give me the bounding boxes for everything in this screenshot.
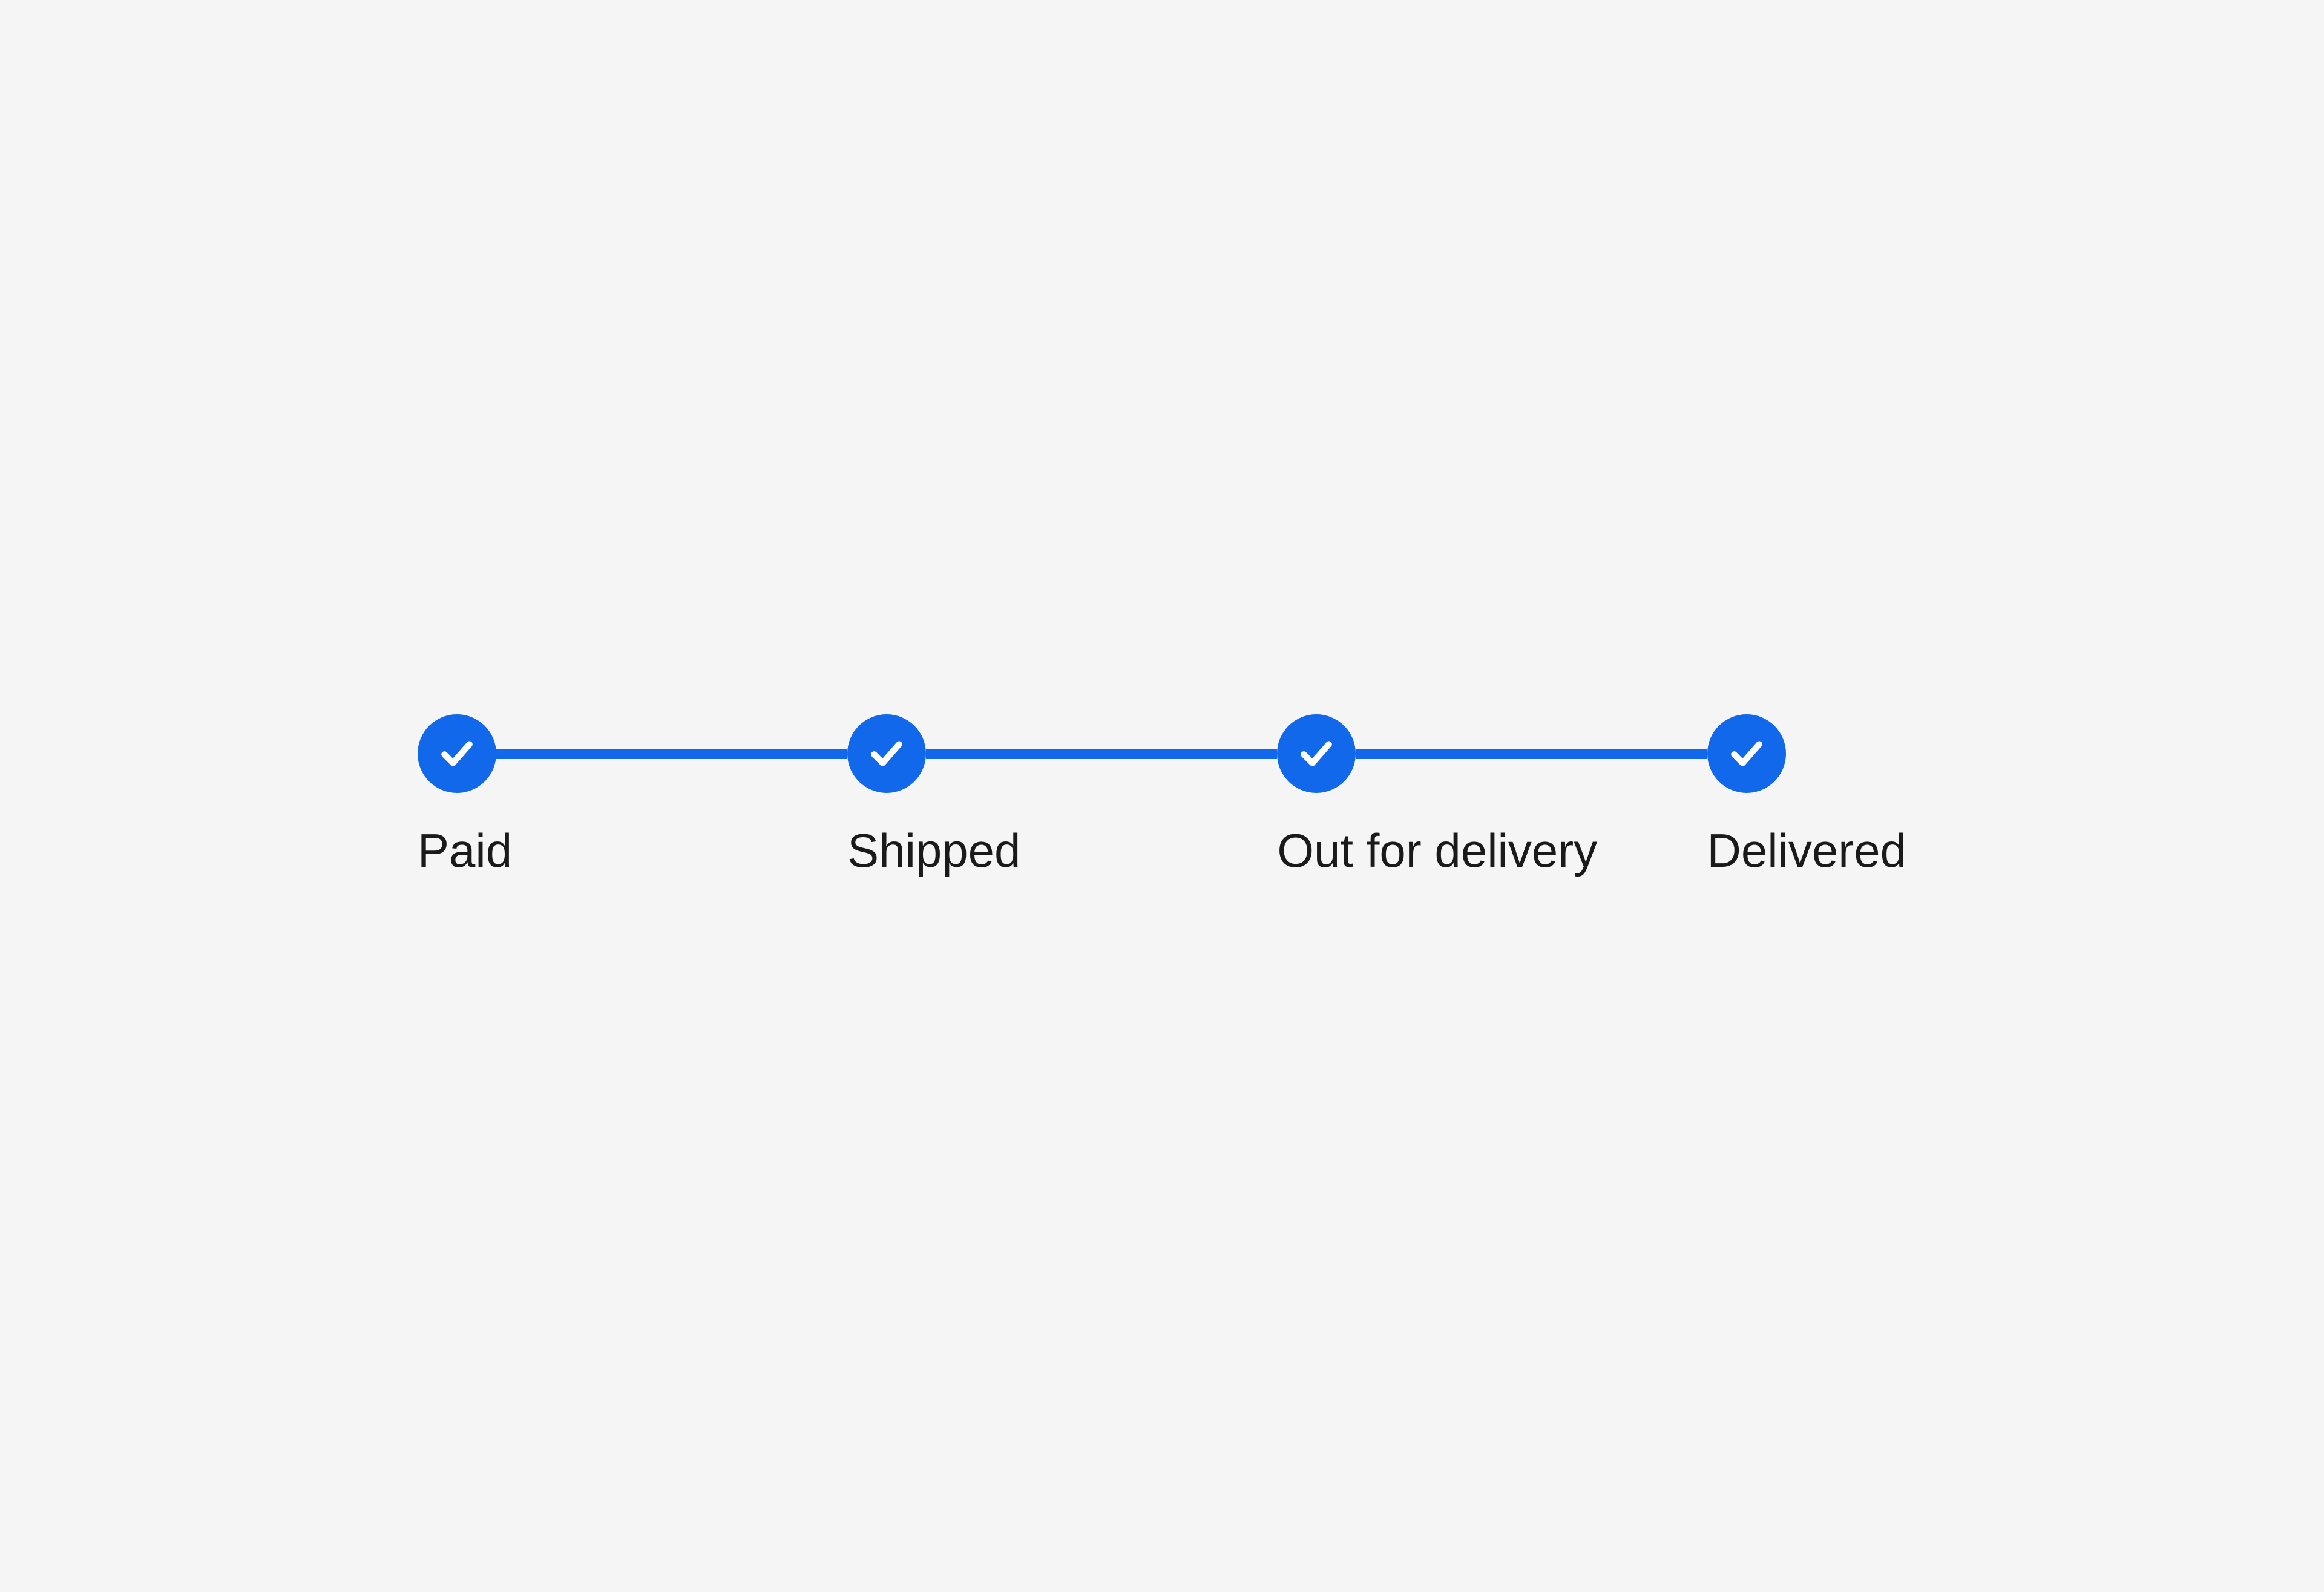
progress-step: Delivered — [1707, 714, 1906, 878]
step-indicator-paid — [418, 714, 496, 793]
step-connector — [926, 749, 1277, 759]
step-label: Paid — [418, 823, 512, 878]
check-icon — [868, 735, 905, 772]
step-indicator-shipped — [847, 714, 926, 793]
progress-step: Shipped — [847, 714, 1277, 878]
step-label: Delivered — [1707, 823, 1906, 878]
step-label: Out for delivery — [1277, 823, 1597, 878]
step-connector — [1356, 749, 1707, 759]
step-indicator-out-for-delivery — [1277, 714, 1356, 793]
check-icon — [1728, 735, 1765, 772]
progress-tracker: Paid Shipped Out for delivery Delivered — [418, 714, 1906, 878]
progress-step: Out for delivery — [1277, 714, 1707, 878]
progress-step: Paid — [418, 714, 847, 878]
check-icon — [438, 735, 476, 772]
step-label: Shipped — [847, 823, 1020, 878]
step-connector — [496, 749, 847, 759]
check-icon — [1298, 735, 1335, 772]
step-indicator-delivered — [1707, 714, 1786, 793]
